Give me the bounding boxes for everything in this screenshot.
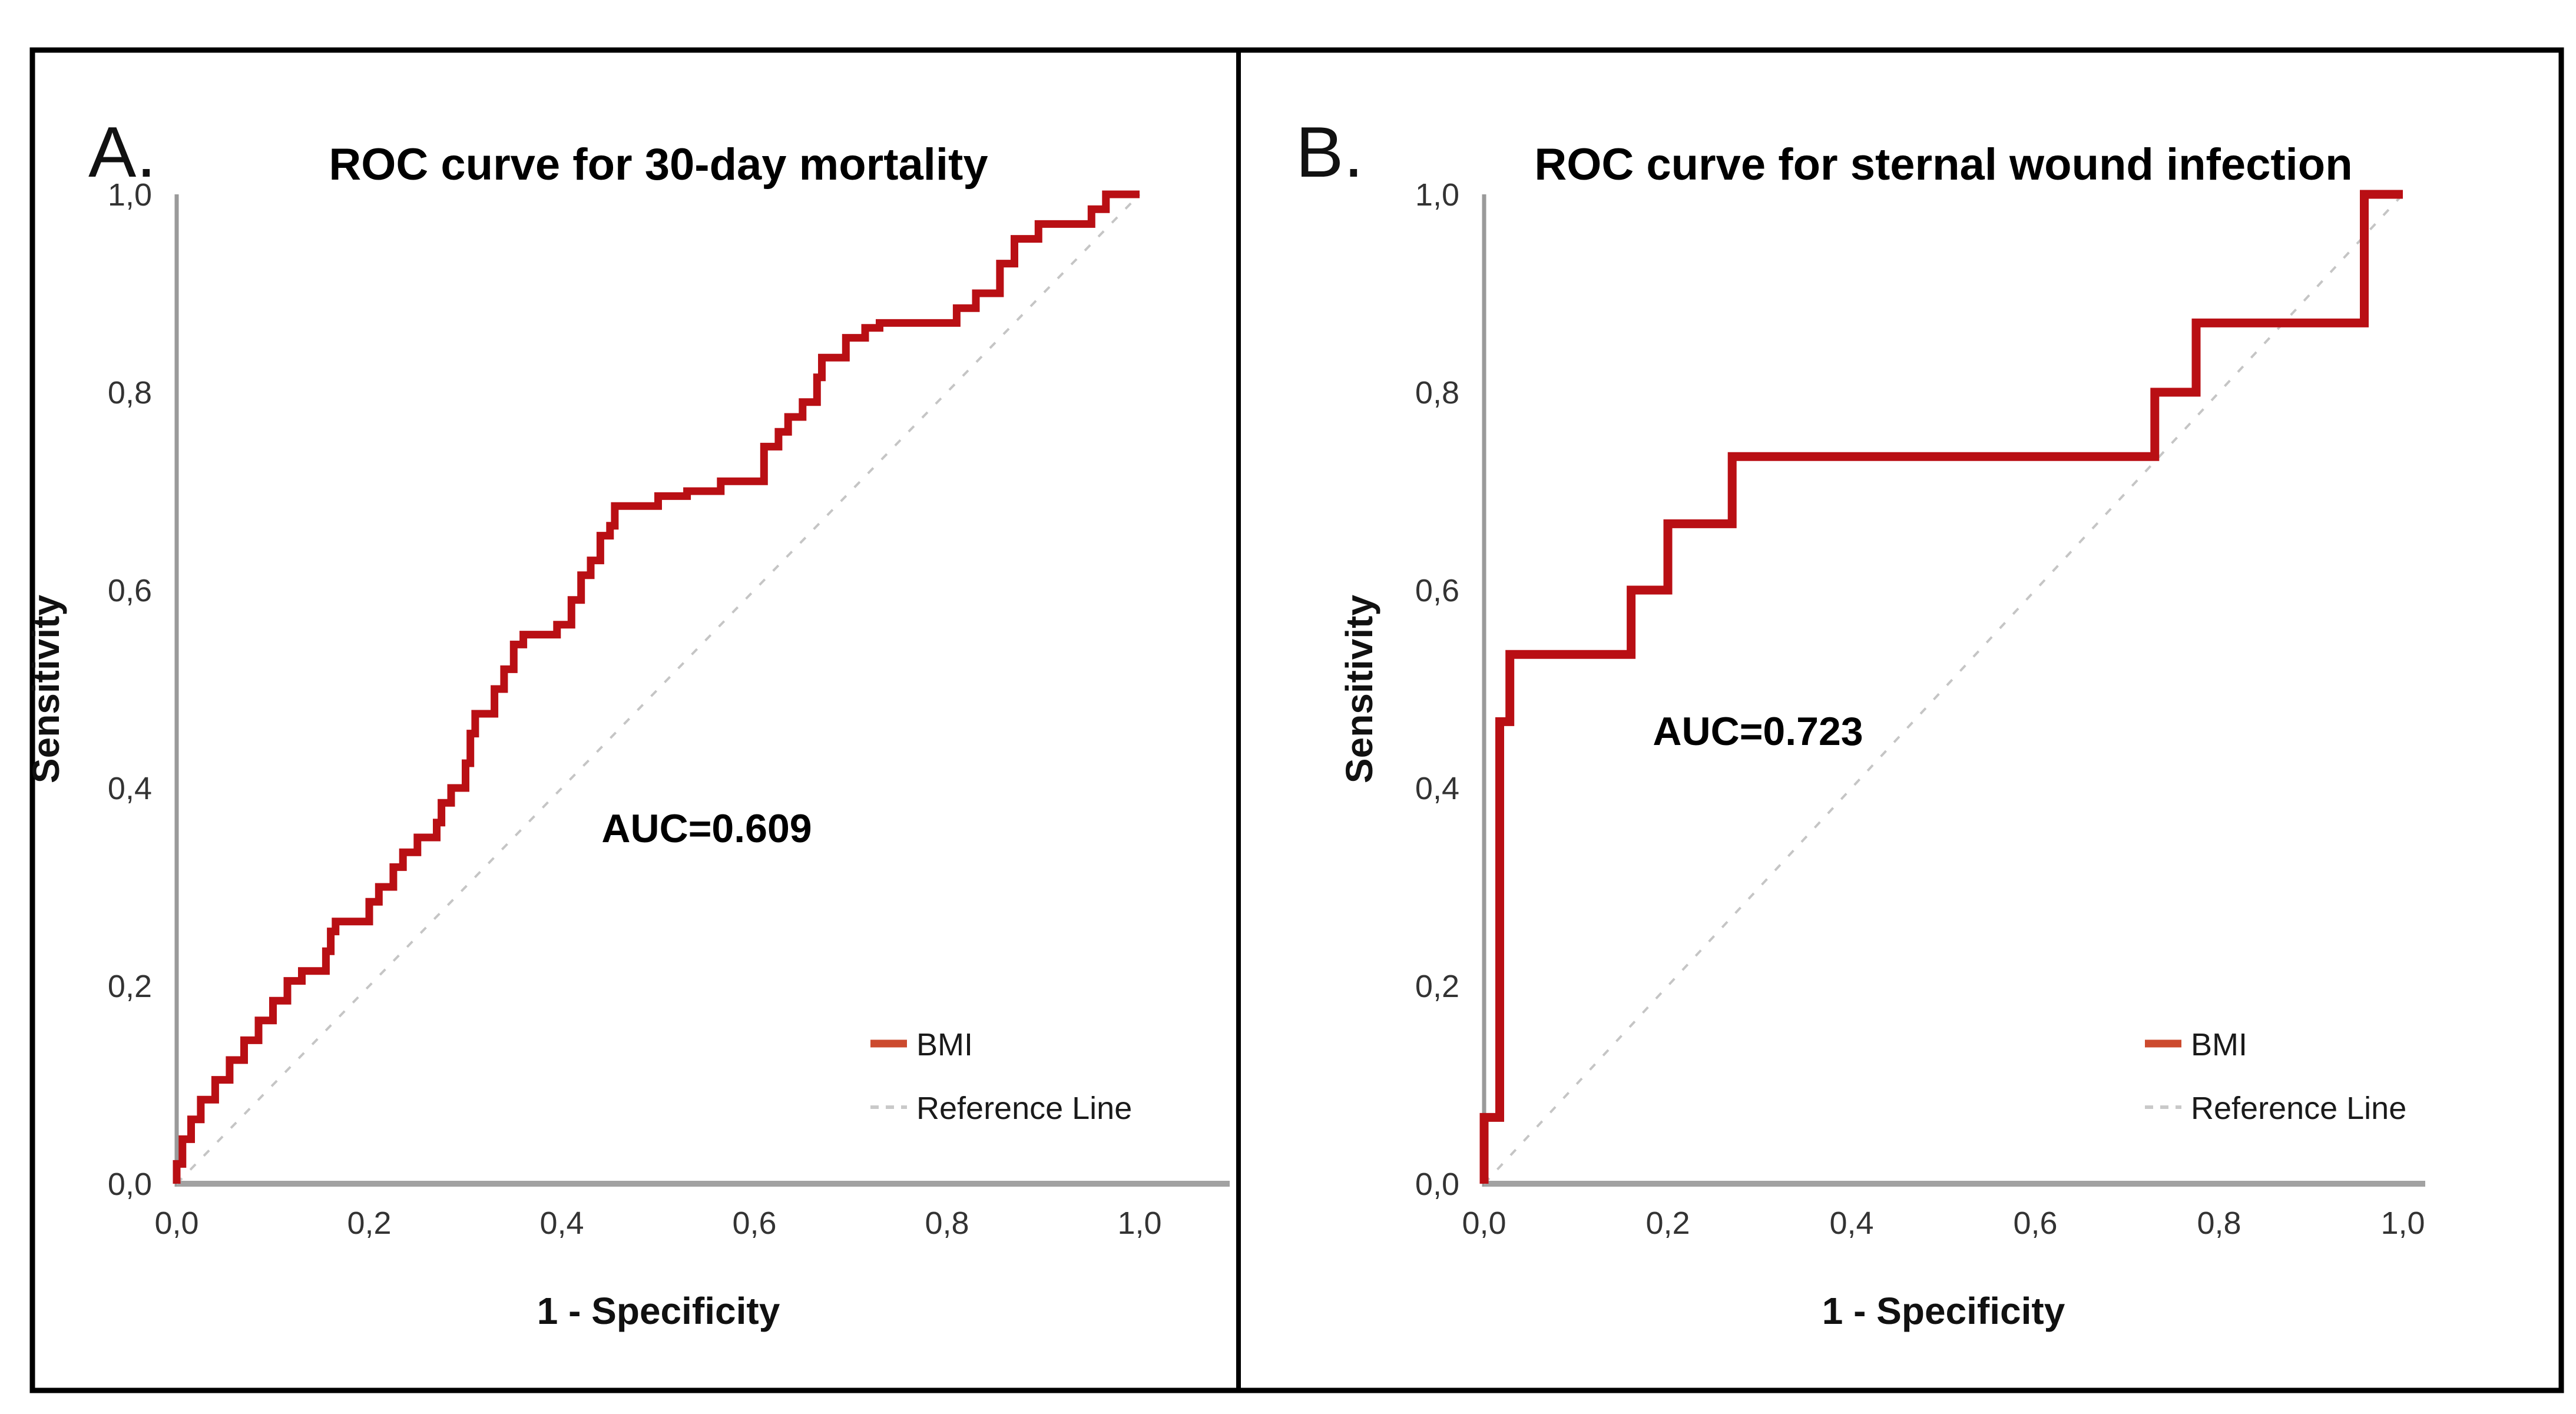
panel-b: B. ROC curve for sternal wound infection… — [1296, 112, 2425, 1332]
x-tick-label: 0,0 — [1462, 1206, 1506, 1241]
y-tick-label: 0,2 — [108, 969, 152, 1004]
reference-line — [176, 193, 1141, 1185]
panel-b-letter: B. — [1296, 112, 1363, 192]
x-tick-label: 0,2 — [1645, 1206, 1690, 1241]
roc-curve-bmi — [173, 190, 1140, 1184]
x-axis-title: 1 - Specificity — [537, 1290, 780, 1332]
panel-a: A. ROC curve for 30-day mortality 0,0 0,2… — [25, 112, 1230, 1332]
x-tick-label: 0,4 — [1829, 1206, 1873, 1241]
legend-reference-label: Reference Line — [916, 1091, 1132, 1126]
y-tick-label: 0,0 — [108, 1167, 152, 1202]
y-tick-label: 1,0 — [108, 177, 152, 213]
auc-annotation: AUC=0.723 — [1653, 709, 1863, 754]
legend-bmi-label: BMI — [916, 1027, 973, 1062]
x-tick-label: 0,8 — [2197, 1206, 2241, 1241]
x-tick-label: 0,6 — [2013, 1206, 2057, 1241]
y-tick-label: 0,8 — [1415, 375, 1459, 410]
y-tick-label: 0,4 — [1415, 771, 1459, 806]
legend: BMI Reference Line — [870, 1027, 1132, 1126]
figure-border — [29, 47, 2564, 1393]
x-tick-label: 0,6 — [732, 1206, 776, 1241]
y-tick-label: 0,4 — [108, 771, 152, 806]
legend: BMI Reference Line — [2145, 1027, 2406, 1126]
x-tick-labels: 0,0 0,2 0,4 0,6 0,8 1,0 — [1462, 1206, 2425, 1241]
y-tick-label: 0,8 — [108, 375, 152, 410]
y-axis-title: Sensitivity — [25, 595, 67, 784]
panel-a-title: ROC curve for 30-day mortality — [329, 140, 988, 190]
x-tick-label: 1,0 — [2380, 1206, 2425, 1241]
panel-b-title: ROC curve for sternal wound infection — [1534, 140, 2352, 190]
y-tick-label: 0,6 — [108, 573, 152, 608]
legend-bmi-label: BMI — [2191, 1027, 2247, 1062]
y-tick-labels: 0,0 0,2 0,4 0,6 0,8 1,0 — [108, 177, 152, 1202]
y-tick-label: 0,0 — [1415, 1167, 1459, 1202]
x-tick-label: 0,0 — [154, 1206, 198, 1241]
y-tick-label: 0,6 — [1415, 573, 1459, 608]
x-tick-labels: 0,0 0,2 0,4 0,6 0,8 1,0 — [154, 1206, 1161, 1241]
roc-curve-bmi — [1479, 190, 2403, 1184]
x-axis-title: 1 - Specificity — [1822, 1290, 2065, 1332]
panel-a-letter: A. — [88, 112, 156, 192]
y-axis-title: Sensitivity — [1338, 595, 1380, 784]
x-tick-label: 0,4 — [539, 1206, 584, 1241]
x-tick-label: 0,8 — [925, 1206, 969, 1241]
x-tick-label: 0,2 — [347, 1206, 391, 1241]
legend-reference-label: Reference Line — [2191, 1091, 2406, 1126]
x-tick-label: 1,0 — [1117, 1206, 1161, 1241]
y-tick-label: 1,0 — [1415, 177, 1459, 213]
y-tick-labels: 0,0 0,2 0,4 0,6 0,8 1,0 — [1415, 177, 1459, 1202]
auc-annotation: AUC=0.609 — [601, 806, 812, 851]
y-tick-label: 0,2 — [1415, 969, 1459, 1004]
